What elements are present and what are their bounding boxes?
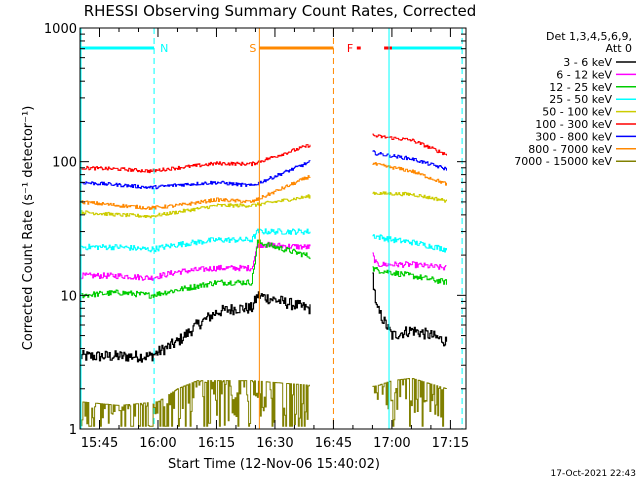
series-layer xyxy=(80,133,448,427)
legend-label: 50 - 100 keV xyxy=(542,106,612,119)
x-axis-label: Start Time (12-Nov-06 15:40:02) xyxy=(168,457,380,472)
flag-label: S xyxy=(249,42,256,55)
y-tick-label: 1 xyxy=(69,423,77,438)
legend-label: 25 - 50 keV xyxy=(549,93,612,106)
series-line-1 xyxy=(80,272,448,363)
x-axis: 15:45 16:00 16:15 16:30 16:45 17:00 17:15 xyxy=(79,28,469,451)
x-tick-label: 16:45 xyxy=(315,436,352,451)
x-tick-label: 16:00 xyxy=(139,436,176,451)
footer-timestamp: 17-Oct-2021 22:43 xyxy=(551,469,636,479)
y-tick-label: 1000 xyxy=(44,22,77,37)
x-tick-label: 17:15 xyxy=(432,436,469,451)
legend-header-attenuator: Att 0 xyxy=(606,42,632,55)
flag-label: F xyxy=(347,42,353,55)
series-line-8 xyxy=(80,162,447,210)
x-tick-label: 17:00 xyxy=(373,436,410,451)
series-line-7 xyxy=(80,150,447,190)
legend-label: 3 - 6 keV xyxy=(563,56,612,69)
legend-header-detectors: Det 1,3,4,5,6,9, xyxy=(546,30,632,43)
x-tick-label: 16:15 xyxy=(198,436,235,451)
series-line-4 xyxy=(80,228,447,253)
y-tick-label: 100 xyxy=(52,156,77,171)
y-axis: 1 10 100 1000 xyxy=(44,22,466,438)
series-line-5 xyxy=(80,191,447,219)
y-axis-label: Corrected Count Rate (s⁻¹ detector⁻¹) xyxy=(21,106,36,351)
series-line-9 xyxy=(80,378,447,427)
legend-label: 800 - 7000 keV xyxy=(528,143,612,156)
legend-label: 7000 - 15000 keV xyxy=(514,155,612,168)
x-tick-label: 15:45 xyxy=(81,436,118,451)
y-tick-label: 10 xyxy=(60,289,77,304)
series-line-3 xyxy=(80,239,447,299)
legend-label: 12 - 25 keV xyxy=(549,81,612,94)
x-tick-label: 16:30 xyxy=(256,436,293,451)
plot-frame xyxy=(79,27,467,430)
chart-title: RHESSI Observing Summary Count Rates, Co… xyxy=(84,2,477,20)
legend-label: 100 - 300 keV xyxy=(535,118,612,131)
legend-label: 6 - 12 keV xyxy=(556,68,612,81)
flag-label: N xyxy=(160,42,168,55)
legend-label: 300 - 800 keV xyxy=(535,130,612,143)
series-line-6 xyxy=(80,133,447,174)
